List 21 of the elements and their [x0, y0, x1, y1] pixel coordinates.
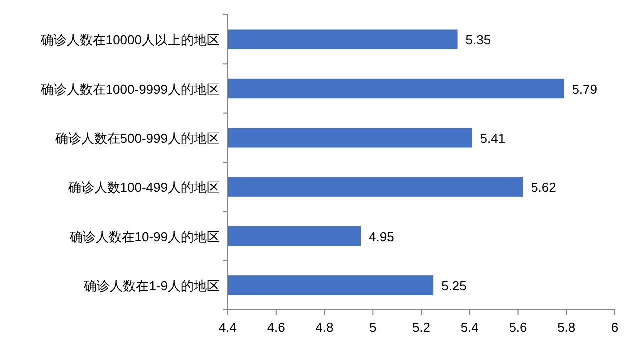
y-tick-label: 确诊人数100-499人的地区	[67, 180, 220, 196]
x-tick-label: 4.6	[267, 320, 286, 335]
data-label: 5.41	[480, 130, 506, 146]
x-tick-label: 5.8	[558, 320, 576, 335]
x-tick-label: 4.8	[316, 320, 334, 335]
x-tick-label: 5.2	[412, 320, 431, 335]
y-tick-label: 确诊人数在10-99人的地区	[68, 229, 220, 244]
data-label: 5.62	[531, 180, 556, 196]
x-tick-label: 5	[370, 320, 377, 335]
y-tick-label: 确诊人数在500-999人的地区	[54, 130, 220, 146]
data-label: 5.25	[442, 278, 467, 294]
data-label: 5.79	[572, 82, 598, 97]
y-tick-label: 确诊人数在1-9人的地区	[83, 278, 220, 294]
x-tick-label: 4.4	[218, 320, 238, 335]
data-label: 5.35	[466, 32, 492, 48]
x-tick-label: 6	[611, 320, 619, 335]
y-tick-label: 确诊人数在1000-9999人的地区	[40, 82, 220, 97]
x-tick-label: 5.6	[509, 320, 528, 335]
x-tick-label: 5.4	[460, 320, 479, 335]
y-tick-label: 确诊人数在10000人以上的地区	[40, 32, 220, 48]
data-label: 4.95	[369, 229, 394, 244]
